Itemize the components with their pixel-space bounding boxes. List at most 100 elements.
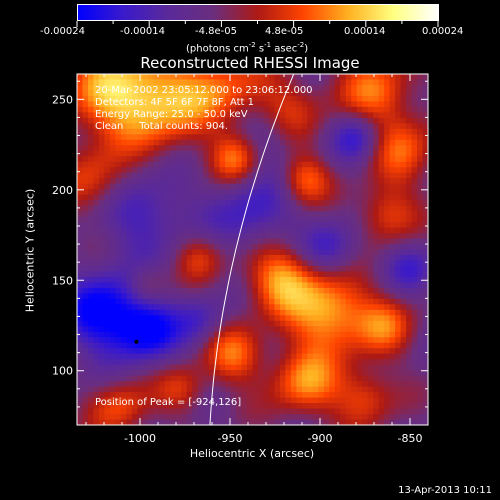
heatmap-cell: [247, 244, 254, 251]
heatmap-cell: [296, 326, 303, 333]
heatmap-cell: [109, 397, 116, 404]
heatmap-cell: [367, 320, 374, 327]
heatmap-cell: [236, 419, 243, 425]
heatmap-cell: [340, 381, 347, 388]
heatmap-cell: [197, 304, 204, 311]
heatmap-cell: [356, 200, 363, 207]
heatmap-cell: [247, 359, 254, 366]
heatmap-cell: [109, 304, 116, 311]
heatmap-cell: [340, 304, 347, 311]
heatmap-cell: [164, 112, 171, 119]
heatmap-cell: [98, 309, 106, 316]
heatmap-cell: [406, 254, 413, 262]
heatmap-cell: [279, 178, 286, 185]
heatmap-cell: [329, 315, 336, 322]
heatmap-cell: [241, 205, 248, 212]
heatmap-cell: [137, 287, 144, 294]
heatmap-cell: [175, 90, 182, 97]
heatmap-cell: [406, 271, 413, 278]
heatmap-cell: [87, 167, 95, 174]
heatmap-cell: [307, 342, 314, 349]
heatmap-cell: [345, 106, 352, 113]
heatmap-cell: [87, 211, 95, 218]
heatmap-cell: [373, 211, 380, 218]
heatmap-cell: [93, 74, 100, 81]
heatmap-cell: [170, 304, 177, 311]
heatmap-cell: [104, 381, 111, 388]
heatmap-cell: [159, 123, 166, 130]
heatmap-cell: [329, 139, 336, 146]
heatmap-cell: [120, 260, 127, 267]
heatmap-cell: [126, 211, 133, 218]
heatmap-cell: [373, 386, 380, 393]
heatmap-cell: [126, 150, 133, 157]
heatmap-cell: [109, 139, 116, 146]
heatmap-cell: [378, 414, 385, 421]
heatmap-cell: [115, 194, 122, 201]
heatmap-cell: [208, 222, 215, 229]
heatmap-cell: [186, 134, 193, 141]
heatmap-cell: [98, 276, 106, 283]
heatmap-cell: [307, 408, 314, 415]
heatmap-cell: [181, 397, 188, 404]
heatmap-cell: [181, 298, 188, 305]
heatmap-cell: [274, 403, 281, 410]
heatmap-cell: [137, 304, 144, 311]
heatmap-cell: [318, 419, 325, 425]
heatmap-cell: [411, 337, 418, 344]
heatmap-cell: [131, 117, 138, 124]
heatmap-cell: [126, 84, 133, 92]
heatmap-cell: [301, 139, 308, 146]
heatmap-cell: [203, 117, 210, 124]
heatmap-cell: [87, 112, 95, 119]
heatmap-cell: [263, 370, 270, 377]
heatmap-cell: [301, 331, 308, 338]
heatmap-cell: [137, 134, 144, 141]
heatmap-cell: [109, 161, 116, 168]
heatmap-cell: [263, 79, 270, 86]
heatmap-cell: [334, 282, 341, 289]
heatmap-cell: [329, 392, 336, 399]
heatmap-cell: [214, 134, 221, 141]
heatmap-cell: [362, 414, 369, 421]
heatmap-cell: [334, 276, 341, 283]
heatmap-cell: [192, 95, 199, 103]
heatmap-cell: [236, 276, 243, 283]
heatmap-cell: [263, 359, 270, 366]
heatmap-cell: [290, 375, 297, 382]
heatmap-cell: [170, 183, 177, 190]
heatmap-cell: [98, 298, 106, 305]
heatmap-cell: [115, 359, 122, 366]
heatmap-cell: [148, 287, 155, 294]
heatmap-cell: [170, 375, 177, 382]
heatmap-cell: [257, 315, 265, 322]
heatmap-cell: [252, 178, 259, 185]
heatmap-cell: [417, 331, 424, 338]
heatmap-cell: [373, 227, 380, 234]
heatmap-cell: [230, 414, 237, 421]
heatmap-cell: [384, 106, 391, 113]
heatmap-cell: [290, 304, 297, 311]
heatmap-cell: [406, 150, 413, 157]
heatmap-cell: [356, 238, 363, 245]
heatmap-cell: [417, 211, 424, 218]
heatmap-cell: [362, 194, 369, 201]
heatmap-cell: [159, 331, 166, 338]
heatmap-cell: [153, 84, 160, 92]
heatmap-cell: [257, 211, 265, 218]
heatmap-cell: [77, 79, 84, 86]
heatmap-cell: [82, 178, 89, 185]
heatmap-cell: [219, 145, 226, 152]
heatmap-cell: [203, 238, 210, 245]
heatmap-cell: [82, 392, 89, 399]
heatmap-cell: [203, 254, 210, 262]
heatmap-cell: [225, 392, 232, 399]
colorbar-tick-label: -4.8e-05: [195, 26, 237, 37]
heatmap-cell: [252, 403, 259, 410]
heatmap-cell: [312, 233, 319, 240]
heatmap-cell: [120, 298, 127, 305]
heatmap-cell: [142, 282, 149, 289]
heatmap-cell: [422, 211, 428, 218]
heatmap-cell: [400, 414, 407, 421]
heatmap-cell: [345, 156, 352, 163]
